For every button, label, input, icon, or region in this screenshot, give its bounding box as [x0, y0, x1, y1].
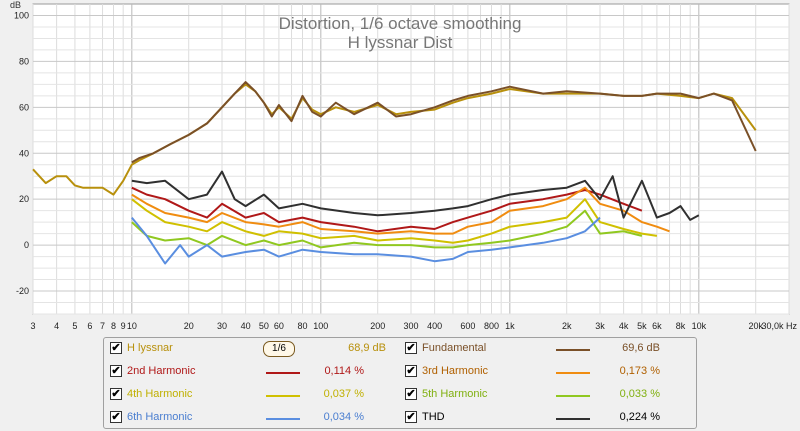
x-tick-label: 6 — [87, 321, 92, 331]
x-tick-label: 80 — [298, 321, 308, 331]
x-tick-label: 2k — [562, 321, 572, 331]
y-tick-label: 60 — [19, 102, 29, 112]
y-axis: 100 80 60 40 20 0 -20 — [14, 10, 29, 296]
legend-value: 68,9 dB — [348, 342, 386, 354]
checkbox-thd[interactable]: ✔ — [405, 411, 417, 423]
legend-value: 69,6 dB — [622, 342, 660, 354]
series-line-6th-harmonic — [131, 216, 601, 265]
legend-name: H lyssnar — [127, 342, 173, 354]
smoothing-button[interactable]: 1/6 — [263, 341, 295, 357]
y-tick-label: 20 — [19, 194, 29, 204]
checkbox-4th-harmonic[interactable]: ✔ — [110, 388, 122, 400]
series-line-fundamental — [131, 81, 757, 164]
legend-name: 2nd Harmonic — [127, 365, 196, 377]
x-tick-label: 20 — [184, 321, 194, 331]
x-tick-label: 8 — [111, 321, 116, 331]
chart-subtitle: H lyssnar Dist — [348, 33, 453, 52]
x-tick-label: 20k — [748, 321, 763, 331]
series-line-thd — [131, 170, 700, 221]
legend-row: ✔ 2nd Harmonic 0,114 % ✔ 3rd Harmonic 0,… — [104, 362, 698, 382]
x-tick-label: 50 — [259, 321, 269, 331]
legend-value: 0,037 % — [323, 388, 364, 400]
legend-swatch — [266, 418, 300, 420]
x-tick-label: 30,0k Hz — [761, 321, 797, 331]
legend-value: 0,224 % — [619, 411, 660, 423]
legend-swatch — [556, 349, 590, 351]
series-line-4th-harmonic — [131, 198, 658, 244]
x-tick-label: 3k — [595, 321, 605, 331]
checkbox-fundamental[interactable]: ✔ — [405, 342, 417, 354]
x-tick-label: 600 — [460, 321, 475, 331]
y-tick-label: 100 — [14, 10, 29, 20]
series-line-3rd-harmonic — [131, 186, 670, 235]
legend-swatch — [556, 418, 590, 420]
x-tick-label: 4 — [54, 321, 59, 331]
x-tick-label: 800 — [484, 321, 499, 331]
legend: ✔ H lyssnar 1/6 68,9 dB ✔ Fundamental 69… — [103, 337, 697, 429]
x-tick-label: 3 — [30, 321, 35, 331]
legend-swatch — [556, 372, 590, 374]
chart-title: Distortion, 1/6 octave smoothing — [279, 14, 522, 33]
y-tick-label: 0 — [24, 240, 29, 250]
checkbox-h-lyssnar[interactable]: ✔ — [110, 342, 122, 354]
x-tick-label: 6k — [652, 321, 662, 331]
legend-name: 4th Harmonic — [127, 388, 193, 400]
legend-row: ✔ H lyssnar 1/6 68,9 dB ✔ Fundamental 69… — [104, 339, 698, 359]
y-axis-label: dB — [10, 0, 21, 10]
legend-value: 0,114 % — [324, 365, 364, 377]
x-tick-label: 10k — [692, 321, 707, 331]
x-tick-label: 10 — [127, 321, 137, 331]
x-axis: 3 4 5 6 7 8 9 10 20 30 40 50 60 80 100 200 300 400 600 800 1… — [30, 321, 797, 331]
x-tick-label: 1k — [505, 321, 515, 331]
legend-value: 0,173 % — [619, 365, 660, 377]
x-tick-label: 5k — [637, 321, 647, 331]
series-line-2nd-harmonic — [131, 186, 643, 233]
y-tick-label: 80 — [19, 56, 29, 66]
legend-value: 0,033 % — [619, 388, 660, 400]
legend-name: THD — [422, 411, 445, 423]
x-tick-label: 8k — [676, 321, 686, 331]
x-tick-label: 400 — [427, 321, 442, 331]
x-tick-label: 300 — [403, 321, 418, 331]
x-tick-label: 40 — [241, 321, 251, 331]
series-group — [32, 81, 757, 265]
legend-value: 0,034 % — [323, 411, 364, 423]
legend-swatch — [556, 395, 590, 397]
legend-row: ✔ 6th Harmonic 0,034 % ✔ THD 0,224 % — [104, 408, 698, 428]
x-tick-label: 60 — [274, 321, 284, 331]
x-tick-label: 100 — [313, 321, 328, 331]
checkbox-6th-harmonic[interactable]: ✔ — [110, 411, 122, 423]
legend-swatch — [266, 372, 300, 374]
legend-swatch — [266, 395, 300, 397]
x-tick-label: 4k — [619, 321, 629, 331]
legend-name: Fundamental — [422, 342, 487, 354]
x-tick-label: 200 — [370, 321, 385, 331]
legend-name: 5th Harmonic — [422, 388, 488, 400]
x-tick-label: 7 — [100, 321, 105, 331]
x-tick-label: 30 — [217, 321, 227, 331]
checkbox-5th-harmonic[interactable]: ✔ — [405, 388, 417, 400]
x-tick-label: 5 — [72, 321, 77, 331]
y-tick-label: -20 — [16, 286, 29, 296]
legend-name: 6th Harmonic — [127, 411, 193, 423]
y-tick-label: 40 — [19, 148, 29, 158]
x-tick-label: 9 — [121, 321, 126, 331]
legend-row: ✔ 4th Harmonic 0,037 % ✔ 5th Harmonic 0,… — [104, 385, 698, 405]
legend-name: 3rd Harmonic — [422, 365, 489, 377]
grid — [32, 4, 790, 315]
checkbox-2nd-harmonic[interactable]: ✔ — [110, 365, 122, 377]
checkbox-3rd-harmonic[interactable]: ✔ — [405, 365, 417, 377]
